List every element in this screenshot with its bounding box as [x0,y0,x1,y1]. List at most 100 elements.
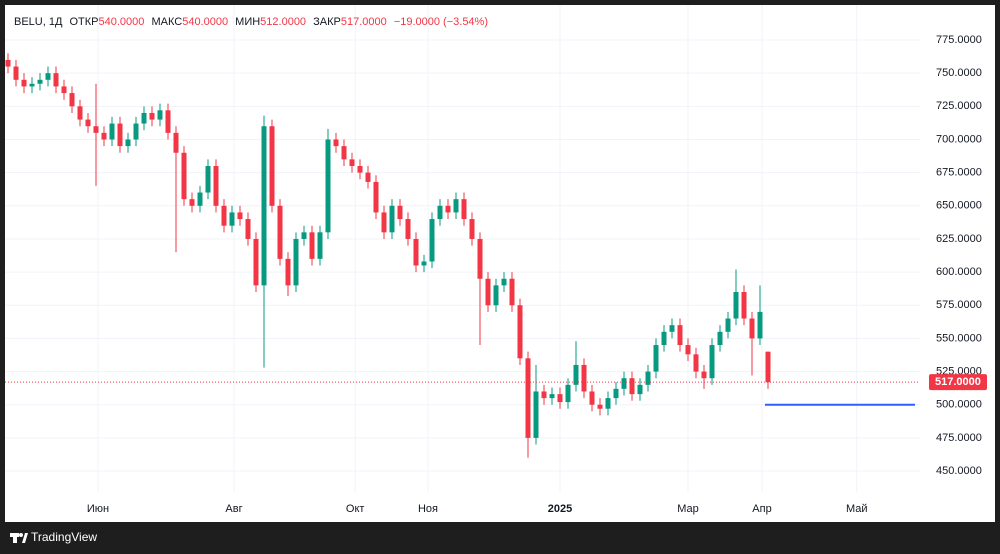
candle-body [637,384,643,395]
candle-body [157,110,163,120]
candle-body [221,205,227,226]
y-tick-label: 475.0000 [936,432,982,444]
candle-body [165,110,171,133]
y-tick-label: 575.0000 [936,299,982,311]
last-price-tag [929,374,987,391]
y-tick-label: 725.0000 [936,100,982,112]
candle-body [149,112,155,120]
candle-body [341,146,347,160]
candle-body [485,278,491,306]
candle-body [477,238,483,279]
x-tick-label: Окт [346,503,365,515]
y-tick-label: 750.0000 [936,67,982,79]
candle-body [101,132,107,140]
candle-body [181,152,187,200]
candle-body [645,371,651,385]
candle-body [77,106,83,120]
candle-body [597,404,603,409]
candle-body [349,159,355,167]
candle-body [669,325,675,332]
candle-body [269,126,275,206]
candle-body [53,73,59,87]
candle-body [469,219,475,239]
candle-body [381,212,387,233]
candle-body [357,166,363,173]
candle-body [213,166,219,206]
y-tick-label: 775.0000 [936,34,982,46]
candle-body [741,292,747,319]
candle-body [37,79,43,84]
candle-body [453,199,459,213]
close-value: 517.0000 [341,16,387,28]
candle-body [293,238,299,286]
candle-body [85,119,91,127]
candle-body [421,261,427,266]
candle-body [245,219,251,239]
candle-body [517,305,523,359]
candle-body [693,354,699,372]
candle-body [557,394,563,403]
candle-body [541,391,547,399]
candle-body [373,181,379,213]
y-tick-label: 500.0000 [936,399,982,411]
candle-body [461,199,467,220]
candle-body [701,371,707,379]
candle-body [549,394,555,399]
y-tick-label: 600.0000 [936,266,982,278]
candle-body [397,205,403,220]
change-value: −19.0000 (−3.54%) [394,16,488,28]
candle-body [445,205,451,213]
candle-body [581,364,587,392]
x-tick-label: Июн [87,503,109,515]
open-value: 540.0000 [99,16,145,28]
candle-body [189,199,195,206]
legend-header: BELU, 1Д ОТКР540.0000 МАКС540.0000 МИН51… [14,16,488,28]
high-label: МАКС [151,16,182,28]
candle-body [525,358,531,438]
candle-body [285,258,291,286]
x-tick-label: Май [846,503,868,515]
candle-body [405,219,411,239]
candle-body [29,83,35,87]
candle-body [197,192,203,206]
low-value: 512.0000 [260,16,306,28]
close-label: ЗАКР [313,16,341,28]
symbol: BELU, 1Д [14,16,63,28]
candle-body [605,398,611,409]
candle-body [117,123,123,147]
candle-body [141,112,147,124]
x-tick-label: Апр [752,503,771,515]
brand: TradingView [31,530,97,544]
chart-area [5,5,995,522]
open-label: ОТКР [69,16,98,28]
candle-body [429,219,435,262]
y-tick-label: 450.0000 [936,465,982,477]
candle-body [413,238,419,266]
candle-body [253,238,259,286]
candle-body [677,325,683,346]
brand-logo [10,533,28,543]
candle-body [317,232,323,259]
candle-body [61,86,67,94]
candle-body [725,318,731,332]
candle-body [749,318,755,339]
candle-body [69,93,75,107]
candle-body [709,345,715,379]
candle-body [757,311,763,339]
candle-body [565,384,571,403]
candle-body [573,364,579,385]
y-tick-label: 550.0000 [936,332,982,344]
x-tick-label: Авг [225,503,242,515]
last-price-label: 517.0000 [935,376,981,388]
candle-body [661,331,667,346]
candle-body [733,292,739,319]
x-tick-label: Мар [677,503,699,515]
candle-body [589,391,595,405]
candle-body [501,278,507,286]
candle-body [717,331,723,346]
candle-body [333,139,339,147]
candle-body [229,212,235,226]
candle-body [5,59,11,67]
candle-body [509,278,515,306]
